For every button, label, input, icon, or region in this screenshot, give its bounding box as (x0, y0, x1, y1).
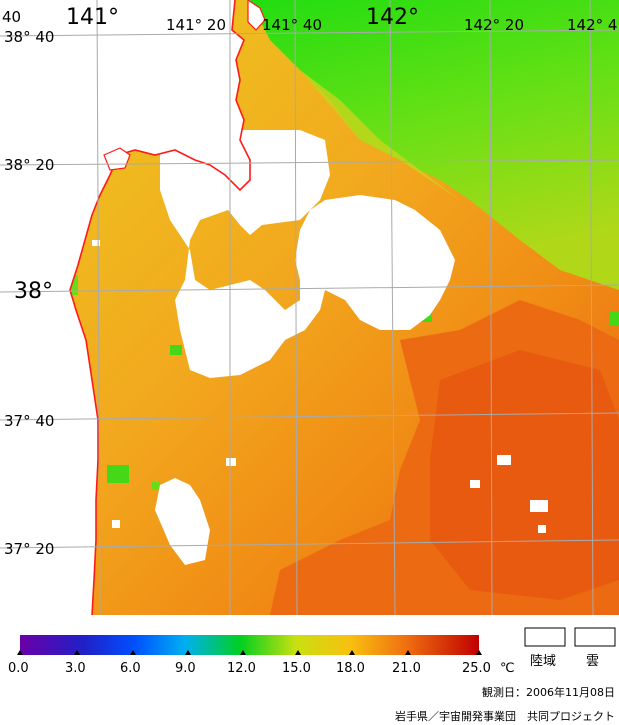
land-legend-label: 陸域 (530, 653, 556, 669)
graticule (0, 0, 619, 616)
cloud-legend-label: 雲 (586, 654, 599, 669)
cloud-areas (92, 130, 548, 565)
legend-tick-9: 9.0 (175, 661, 196, 676)
temperature-legend: 0.0 3.0 6.0 9.0 12.0 15.0 18.0 21.0 25.0… (8, 627, 616, 676)
legend-tick-6: 6.0 (120, 661, 141, 676)
legend-tick-0: 0.0 (8, 661, 29, 676)
sea-area (0, 0, 619, 615)
lon-label-141-20: 141° 20 (166, 16, 226, 34)
cloud-swatch (574, 627, 616, 647)
legend-tick-18: 18.0 (336, 661, 365, 676)
lat-label-37-20: 37° 20 (4, 540, 54, 558)
legend-tick-21: 21.0 (392, 661, 421, 676)
lon-label-142-40: 142° 4 (567, 16, 617, 34)
land-swatch (524, 627, 566, 647)
lon-label-141-40: 141° 40 (262, 16, 322, 34)
color-bar (20, 635, 479, 655)
legend-tick-marks (17, 650, 482, 655)
observation-date: 観測日：2006年11月08日 (482, 686, 615, 699)
legend-tick-3: 3.0 (65, 661, 86, 676)
lat-label-37-40: 37° 40 (4, 412, 54, 430)
legend-tick-12: 12.0 (227, 661, 256, 676)
lat-label-38: 38° (14, 279, 53, 304)
lat-label-38-20: 38° 20 (4, 156, 54, 174)
lon-label-141: 141° (66, 5, 119, 30)
legend-tick-25: 25.0 (462, 661, 491, 676)
lon-label-142-20: 142° 20 (464, 16, 524, 34)
coastline (69, 0, 251, 616)
corner-label: 40 (2, 8, 21, 26)
map-labels: 40 141° 141° 20 141° 40 142° 142° 20 142… (2, 5, 617, 558)
lat-label-38-40: 38° 40 (4, 28, 54, 46)
legend-tick-15: 15.0 (282, 661, 311, 676)
legend-unit: ℃ (500, 661, 515, 676)
project-credit: 岩手県／宇宙開発事業団 共同プロジェクト (395, 710, 615, 723)
lon-label-142: 142° (366, 5, 419, 30)
